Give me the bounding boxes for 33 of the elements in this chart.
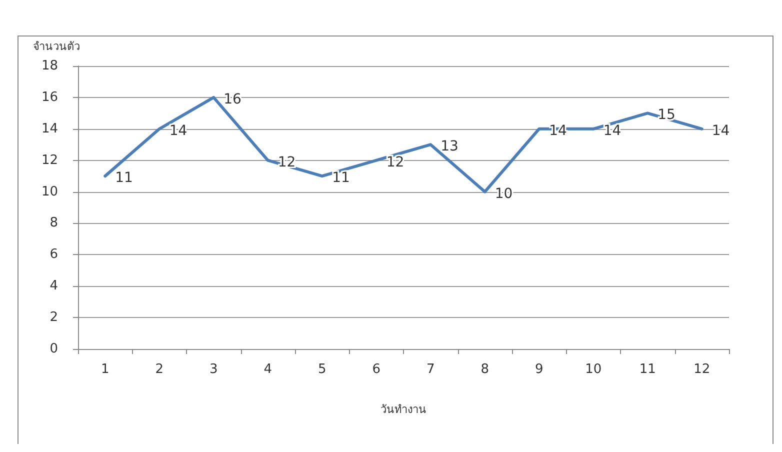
x-tick-label: 4 bbox=[264, 362, 272, 377]
x-tick-label: 6 bbox=[372, 362, 381, 377]
x-tick-label: 11 bbox=[639, 362, 656, 377]
y-tick-label: 2 bbox=[50, 310, 58, 326]
y-tick-label: 16 bbox=[41, 90, 58, 105]
data-label: 12 bbox=[386, 154, 404, 170]
y-tick-label: 14 bbox=[41, 121, 58, 136]
x-tick-label: 8 bbox=[480, 362, 490, 377]
data-label: 14 bbox=[712, 122, 730, 139]
data-label: 13 bbox=[440, 138, 458, 155]
y-tick-label: 18 bbox=[41, 58, 58, 74]
x-tick-label: 1 bbox=[100, 362, 110, 377]
x-tick-label: 10 bbox=[585, 362, 602, 377]
data-label: 10 bbox=[494, 186, 513, 202]
x-axis-title: วันทำงาน bbox=[380, 403, 426, 416]
y-tick-label: 8 bbox=[50, 216, 58, 231]
data-label: 14 bbox=[603, 122, 622, 139]
data-label: 11 bbox=[115, 170, 133, 186]
data-label: 14 bbox=[169, 122, 188, 139]
x-tick-label: 3 bbox=[209, 362, 218, 377]
y-tick-label: 6 bbox=[50, 247, 58, 262]
y-tick-label: 12 bbox=[41, 152, 58, 168]
x-tick-label: 12 bbox=[694, 362, 710, 377]
data-label: 16 bbox=[224, 91, 242, 108]
y-axis-title: จำนวนตัว bbox=[33, 40, 80, 53]
x-tick-label: 2 bbox=[155, 362, 164, 377]
y-tick-label: 10 bbox=[41, 184, 58, 200]
data-label: 11 bbox=[332, 170, 350, 186]
x-tick-label: 7 bbox=[426, 362, 435, 377]
x-tick-label: 9 bbox=[534, 362, 544, 377]
x-tick-label: 5 bbox=[318, 362, 326, 377]
y-tick-label: 0 bbox=[50, 342, 58, 356]
y-tick-label: 4 bbox=[50, 278, 58, 294]
